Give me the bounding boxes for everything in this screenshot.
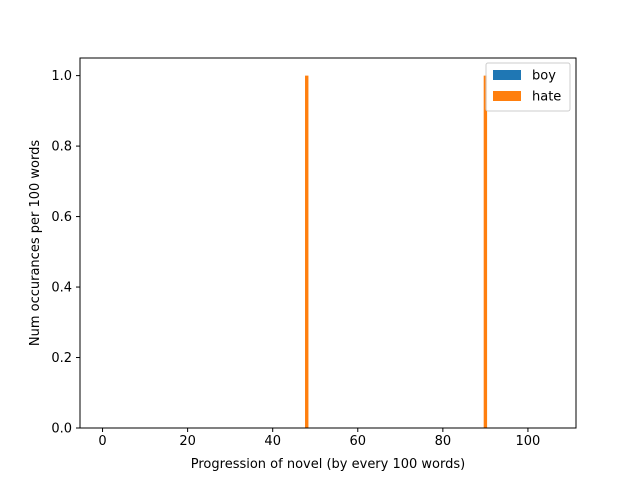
bars-layer bbox=[305, 75, 488, 429]
y-tick-label: 0.2 bbox=[51, 351, 72, 366]
y-tick-label: 1.0 bbox=[51, 69, 72, 84]
y-tick-label: 0.8 bbox=[51, 140, 72, 155]
bar-hate-0 bbox=[305, 75, 309, 429]
x-tick-label: 100 bbox=[516, 434, 541, 449]
x-tick-label: 20 bbox=[179, 434, 196, 449]
plot-frame bbox=[79, 57, 577, 429]
bar-hate-1 bbox=[483, 75, 488, 429]
x-tick-label: 0 bbox=[98, 434, 106, 449]
legend-label-hate: hate bbox=[532, 90, 561, 105]
y-tick-label: 0.0 bbox=[51, 422, 72, 437]
legend-swatch-boy bbox=[493, 70, 521, 80]
x-axis-label: Progression of novel (by every 100 words… bbox=[191, 457, 465, 472]
y-tick-label: 0.6 bbox=[51, 210, 72, 225]
y-tick-label: 0.4 bbox=[51, 281, 72, 296]
legend: boy hate bbox=[485, 62, 571, 112]
x-tick-label: 40 bbox=[264, 434, 281, 449]
y-axis-label: Num occurances per 100 words bbox=[28, 140, 43, 346]
y-axis-ticks: 0.0 0.2 0.4 0.6 0.8 1.0 bbox=[51, 69, 80, 437]
x-tick-label: 80 bbox=[435, 434, 452, 449]
x-tick-label: 60 bbox=[350, 434, 367, 449]
legend-label-boy: boy bbox=[532, 69, 556, 84]
legend-swatch-hate bbox=[493, 91, 521, 101]
x-axis-ticks: 0 20 40 60 80 100 bbox=[98, 428, 540, 449]
legend-items: boy hate bbox=[493, 69, 561, 105]
